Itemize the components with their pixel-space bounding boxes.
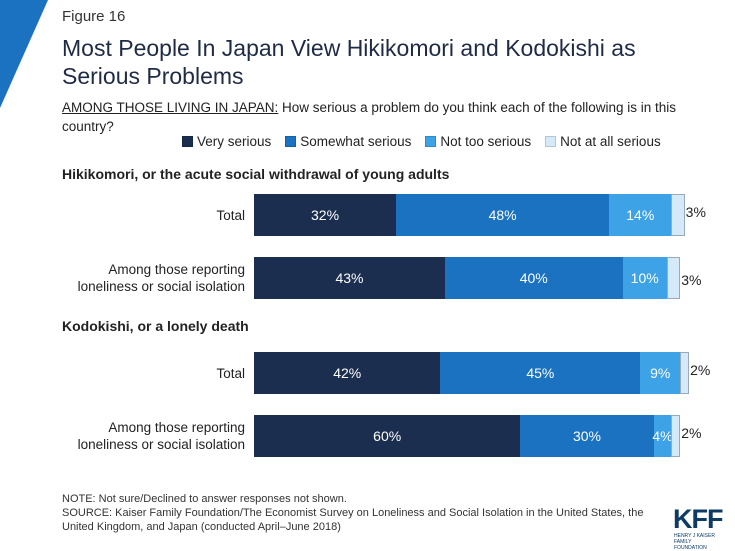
- stacked-bar: 43% 40% 10%: [254, 257, 698, 299]
- legend-item: Not too serious: [425, 134, 531, 149]
- row-label: Among those reporting loneliness or socia…: [78, 419, 245, 453]
- row-label-line: loneliness or social isolation: [77, 437, 245, 452]
- question-text: AMONG THOSE LIVING IN JAPAN: How serious…: [62, 98, 702, 136]
- legend: Very serious Somewhat serious Not too seri…: [182, 134, 661, 149]
- data-label-outside: 2%: [681, 425, 702, 441]
- data-label: 10%: [630, 270, 659, 286]
- bar-segment: 32%: [254, 194, 397, 236]
- data-label: 4%: [652, 428, 673, 444]
- row-label: Among those reporting loneliness or socia…: [78, 261, 245, 295]
- legend-swatch: [425, 136, 437, 147]
- data-label: 45%: [526, 365, 555, 381]
- bar-segment: [680, 352, 690, 394]
- data-label-outside: 3%: [685, 204, 706, 220]
- stacked-bar: 32% 48% 14%: [254, 194, 698, 236]
- data-label: 42%: [333, 365, 362, 381]
- question-lead: AMONG THOSE LIVING IN JAPAN:: [62, 100, 279, 115]
- question-body: How serious a problem do you think each …: [62, 100, 677, 134]
- footnote: NOTE: Not sure/Declined to answer respon…: [62, 492, 662, 534]
- bar-segment: 9%: [640, 352, 681, 394]
- bar-segment: 43%: [254, 257, 445, 299]
- bar-segment: [671, 415, 681, 457]
- legend-item: Not at all serious: [545, 134, 661, 149]
- group-title: Hikikomori, or the acute social withdraw…: [62, 166, 450, 182]
- bar-segment: [671, 194, 685, 236]
- legend-label: Not too serious: [440, 134, 532, 149]
- chart-title: Most People In Japan View Hikikomori and…: [62, 35, 636, 89]
- row-label-line: Total: [216, 207, 245, 223]
- bar-segment: 30%: [520, 415, 654, 457]
- kff-logo-subtext: HENRY J KAISER FAMILY FOUNDATION: [674, 533, 715, 551]
- data-label: 43%: [335, 270, 364, 286]
- note-text: NOTE: Not sure/Declined to answer respon…: [62, 493, 347, 505]
- kff-logo: KFF: [673, 504, 723, 534]
- stacked-bar: 42% 45% 9%: [254, 352, 698, 394]
- data-label: 40%: [519, 270, 548, 286]
- stacked-bar: 60% 30% 4%: [254, 415, 698, 457]
- row-label-line: loneliness or social isolation: [77, 279, 245, 294]
- corner-accent-shape: [0, 0, 48, 108]
- bar-segment: 14%: [609, 194, 672, 236]
- data-label: 9%: [650, 365, 671, 381]
- source-text: SOURCE: Kaiser Family Foundation/The Eco…: [62, 507, 644, 533]
- legend-label: Not at all serious: [560, 134, 661, 149]
- data-label-outside: 2%: [690, 362, 711, 378]
- bar-segment: 48%: [396, 194, 610, 236]
- bar-segment: 45%: [440, 352, 641, 394]
- legend-swatch: [182, 136, 193, 147]
- row-label-line: Total: [216, 365, 245, 381]
- data-label: 60%: [373, 428, 402, 444]
- data-label-outside: 3%: [681, 272, 702, 288]
- legend-item: Very serious: [182, 134, 271, 149]
- bar-segment: 42%: [254, 352, 441, 394]
- legend-swatch: [285, 136, 297, 147]
- group-title: Kodokishi, or a lonely death: [62, 318, 249, 334]
- figure-label: Figure 16: [62, 8, 126, 25]
- legend-item: Somewhat serious: [285, 134, 411, 149]
- data-label: 48%: [488, 207, 517, 223]
- row-label-line: Among those reporting: [108, 262, 245, 277]
- legend-label: Somewhat serious: [300, 134, 412, 149]
- row-label-line: Among those reporting: [108, 420, 245, 435]
- bar-segment: 60%: [254, 415, 521, 457]
- data-label: 32%: [311, 207, 340, 223]
- data-label: 30%: [572, 428, 601, 444]
- row-label: Total: [216, 365, 245, 382]
- data-label: 14%: [626, 207, 655, 223]
- bar-segment: [666, 257, 681, 299]
- bar-segment: 4%: [652, 415, 673, 457]
- legend-swatch: [545, 136, 557, 147]
- bar-segment: 10%: [622, 257, 667, 299]
- legend-label: Very serious: [197, 134, 272, 149]
- row-label: Total: [216, 207, 245, 224]
- bar-segment: 40%: [444, 257, 623, 299]
